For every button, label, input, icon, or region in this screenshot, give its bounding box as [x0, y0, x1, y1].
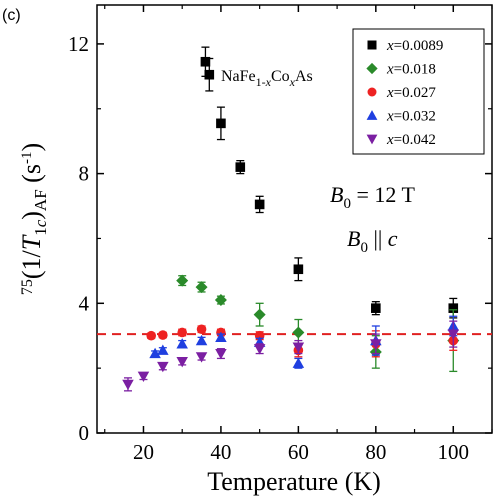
data-point — [146, 330, 157, 341]
data-point — [293, 264, 304, 275]
data-point — [149, 347, 161, 359]
x-tick-label: 80 — [365, 440, 386, 464]
y-axis-quantity-close: ) — [17, 211, 46, 220]
legend-entry: x=0.032 — [366, 109, 436, 125]
series-x0.032 — [149, 315, 460, 369]
legend-marker — [366, 134, 378, 145]
legend-entry: x=0.042 — [366, 132, 436, 148]
legend-entry: x=0.0089 — [367, 38, 443, 54]
data-point — [195, 352, 208, 363]
y-axis-unit-close: ) — [17, 143, 46, 152]
x-tick-label: 60 — [288, 440, 309, 464]
y-tick-label: 8 — [79, 162, 90, 186]
y-tick-label: 0 — [79, 421, 90, 445]
y-axis-isotope: 75 — [19, 279, 36, 295]
y-axis-quantity-T: T — [17, 234, 46, 250]
data-point — [176, 274, 189, 287]
data-point — [215, 348, 227, 360]
data-point — [216, 118, 226, 129]
plot-frame — [96, 4, 493, 434]
data-point — [292, 326, 305, 339]
y-tick-label: 12 — [68, 32, 89, 56]
data-point — [176, 357, 188, 368]
axis-ticks: 20 40 60 80 100 0 4 8 12 — [68, 5, 493, 464]
x-axis-title: Temperature (K) — [207, 467, 381, 496]
series-x0.042 — [122, 320, 460, 392]
y-axis-unit: (s — [17, 164, 46, 189]
data-point — [214, 294, 227, 307]
data-point — [196, 324, 207, 335]
legend-marker — [366, 62, 378, 75]
data-point — [447, 329, 460, 340]
data-point — [292, 357, 305, 368]
legend-label: x=0.018 — [386, 62, 436, 78]
data-point — [157, 361, 169, 373]
x-tick-label: 20 — [133, 440, 154, 464]
y-axis-quantity-sub: 1c — [31, 219, 50, 236]
panel-label: (c) — [2, 7, 21, 24]
data-point — [200, 56, 211, 67]
legend-marker — [366, 110, 378, 120]
legend-marker — [367, 40, 377, 50]
data-point — [254, 199, 265, 210]
data-point — [157, 344, 169, 355]
y-axis-unit-exponent: -1 — [19, 152, 35, 165]
legend-entry: x=0.018 — [366, 62, 436, 78]
data-point — [204, 69, 215, 80]
data-point — [370, 339, 382, 350]
data-point — [176, 338, 188, 349]
y-axis-quantity-open: (1/ — [17, 249, 46, 279]
y-axis-quantity-AF: AF — [31, 189, 50, 211]
data-point — [137, 371, 150, 383]
data-point — [253, 308, 266, 321]
data-point — [195, 281, 208, 294]
data-point — [195, 334, 208, 346]
y-tick-label: 4 — [79, 291, 90, 315]
field-strength-annotation: B0 = 12 T — [330, 182, 415, 212]
legend-label: x=0.042 — [386, 132, 436, 148]
data-point — [253, 344, 266, 355]
data-point — [371, 303, 381, 313]
series-layer — [122, 46, 460, 392]
legend-marker — [367, 87, 377, 97]
compound-annotation: NaFe1-xCoxAs — [221, 68, 313, 89]
legend-label: x=0.027 — [386, 85, 436, 101]
legend-label: x=0.0089 — [386, 38, 443, 54]
legend-label: x=0.032 — [386, 109, 436, 125]
x-tick-label: 40 — [210, 440, 231, 464]
data-point — [448, 303, 459, 313]
data-point — [158, 330, 168, 340]
data-point — [122, 379, 134, 391]
y-axis-title: 75(1/T1c)AF (s-1) — [17, 143, 50, 295]
legend-entry: x=0.027 — [367, 85, 436, 101]
data-point — [177, 327, 187, 338]
legend: x=0.0089 x=0.018 x=0.027 x=0.032 x=0.042 — [352, 28, 485, 155]
data-point — [215, 331, 227, 342]
field-direction-annotation: B0 || c — [347, 226, 398, 256]
data-point — [292, 342, 305, 353]
data-point — [235, 162, 246, 172]
series-x0.018 — [176, 274, 460, 373]
x-tick-label: 100 — [438, 440, 470, 464]
